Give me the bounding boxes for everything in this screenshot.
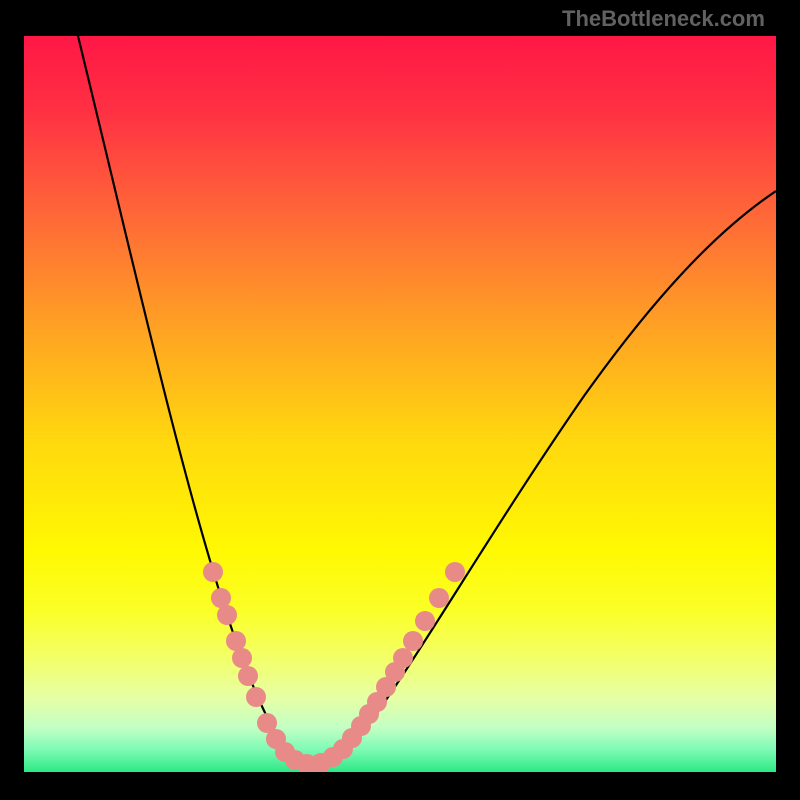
border-right: [776, 0, 800, 800]
data-marker: [203, 562, 223, 582]
data-marker: [238, 666, 258, 686]
data-marker: [415, 611, 435, 631]
watermark-text: TheBottleneck.com: [562, 6, 765, 32]
data-marker: [429, 588, 449, 608]
data-marker: [403, 631, 423, 651]
plot-area: [24, 36, 776, 772]
data-marker: [217, 605, 237, 625]
data-marker: [445, 562, 465, 582]
border-bottom: [0, 772, 800, 800]
border-left: [0, 0, 24, 800]
data-marker: [393, 648, 413, 668]
data-marker: [232, 648, 252, 668]
data-marker: [246, 687, 266, 707]
